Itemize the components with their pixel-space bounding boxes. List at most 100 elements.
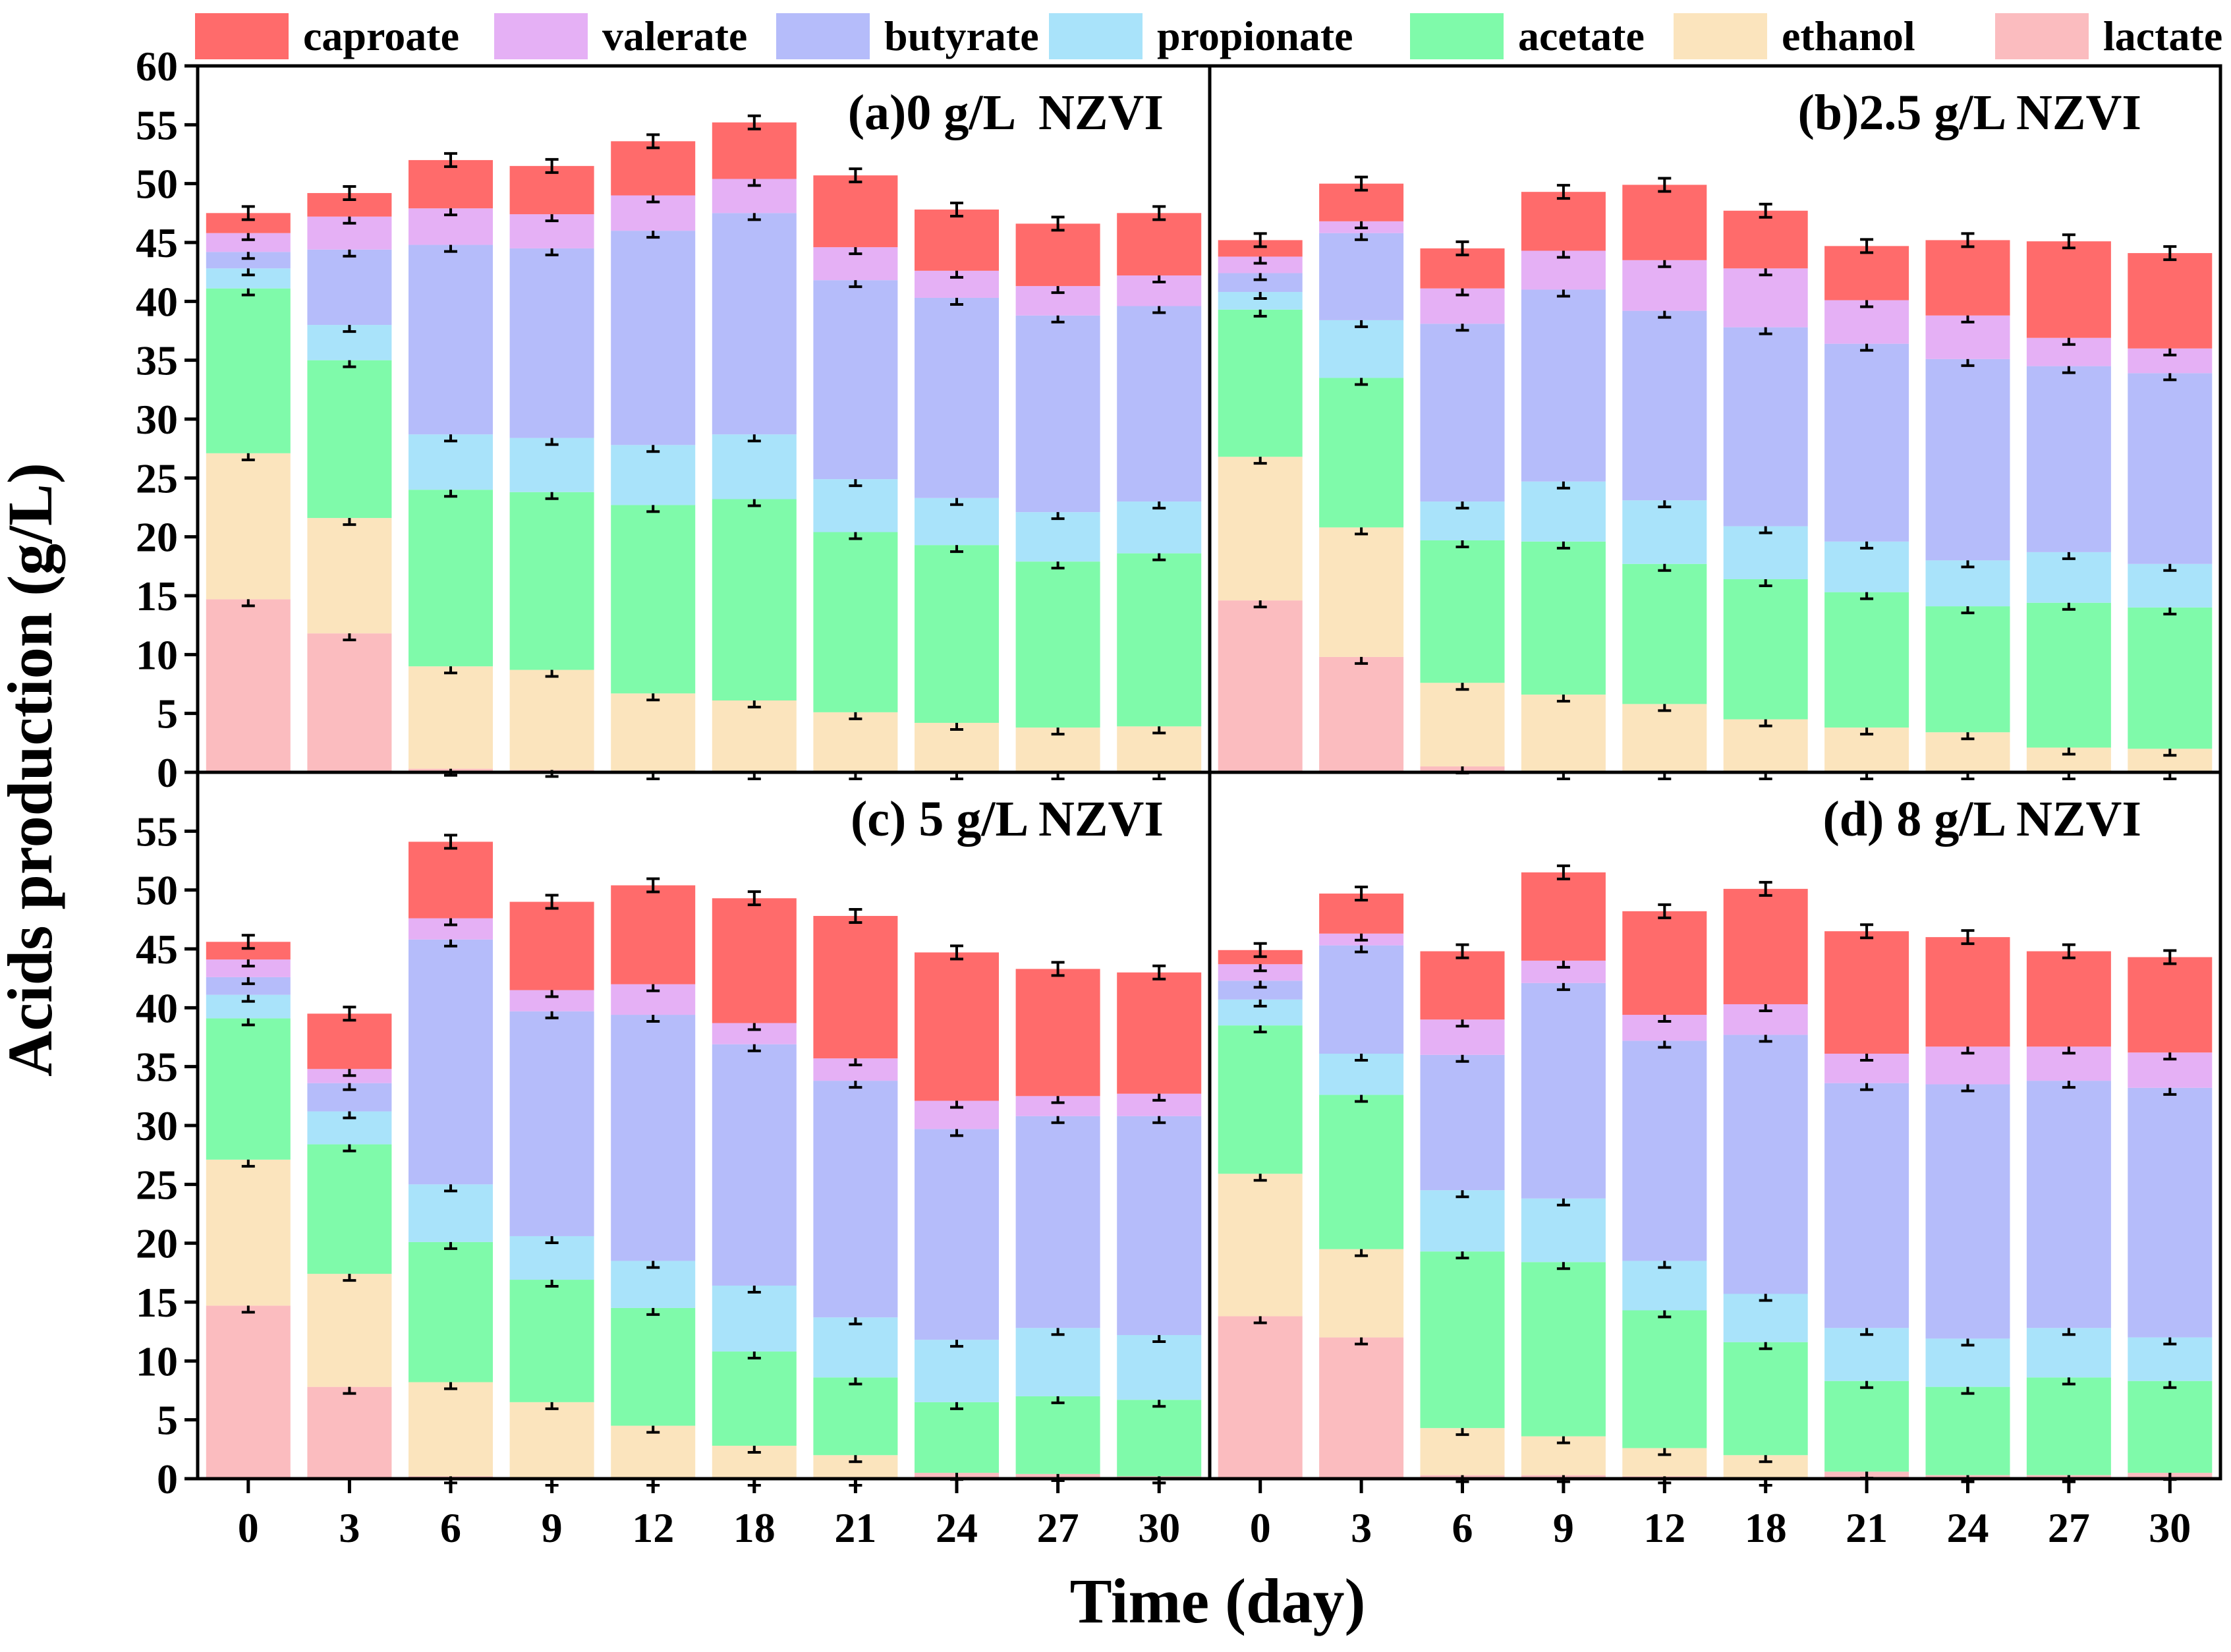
bar-segment-caproate-day-21 xyxy=(813,915,898,1059)
bar-segment-butyrate-day-18 xyxy=(1723,327,1808,527)
bar-segment-butyrate-day-30 xyxy=(1117,306,1202,502)
bar-segment-caproate-day-9 xyxy=(509,901,594,990)
bar-stack-day-0 xyxy=(1218,232,1303,772)
bar-segment-acetate-day-12 xyxy=(611,1307,696,1426)
y-tick-label: 20 xyxy=(136,514,178,561)
bar-segment-acetate-day-9 xyxy=(509,492,594,670)
bar-stack-day-30 xyxy=(2128,245,2213,780)
error-bar-caproate-day-30 xyxy=(2163,949,2177,965)
x-tick-label: 12 xyxy=(1643,1504,1685,1551)
bar-segment-butyrate-day-21 xyxy=(813,280,898,480)
y-tick-label: 0 xyxy=(157,1456,178,1502)
legend-label-propionate: propionate xyxy=(1157,13,1353,59)
bar-segment-ethanol-day-9 xyxy=(509,669,594,770)
bar-segment-acetate-day-12 xyxy=(611,505,696,694)
x-tick-label: 21 xyxy=(1846,1504,1888,1551)
panel-d: 0 3 6 9 12 18 21 24 27 30 (d) 8 g/L NZVI xyxy=(1218,791,2213,1551)
y-tick-label: 50 xyxy=(136,867,178,914)
bar-segment-acetate-day-6 xyxy=(409,490,493,667)
bar-segment-caproate-day-24 xyxy=(915,209,999,271)
bar-segment-butyrate-day-12 xyxy=(1622,1040,1707,1261)
y-tick-label: 20 xyxy=(136,1220,178,1267)
bar-segment-propionate-day-30 xyxy=(1117,1335,1202,1400)
bar-stack-day-21 xyxy=(1824,238,1909,780)
bar-segment-propionate-day-18 xyxy=(1723,1294,1808,1342)
bar-segment-caproate-day-6 xyxy=(409,841,493,919)
bar-stack-day-30 xyxy=(1117,205,1202,780)
panel-title-c: (c) 5 g/L NZVI xyxy=(851,791,1164,847)
legend-label-caproate: caproate xyxy=(303,13,459,59)
bar-segment-acetate-day-24 xyxy=(915,1402,999,1473)
bar-stack-day-24 xyxy=(1925,232,2010,780)
bar-segment-ethanol-day-6 xyxy=(409,666,493,769)
y-tick-label: 60 xyxy=(136,43,178,90)
bar-segment-propionate-day-27 xyxy=(1015,512,1100,562)
error-bar-caproate-day-24 xyxy=(950,201,963,217)
bar-segment-butyrate-day-9 xyxy=(509,1011,594,1236)
bar-segment-caproate-day-27 xyxy=(2026,241,2111,338)
error-bar-caproate-day-12 xyxy=(646,133,660,150)
error-bar-caproate-day-9 xyxy=(545,157,559,174)
bar-segment-butyrate-day-18 xyxy=(712,1044,797,1286)
bar-segment-acetate-day-3 xyxy=(1319,1095,1404,1249)
bar-segment-lactate-day-0 xyxy=(1218,600,1303,772)
x-tick-label: 0 xyxy=(1250,1504,1271,1551)
bar-segment-ethanol-day-0 xyxy=(1218,1174,1303,1317)
bar-segment-propionate-day-9 xyxy=(509,438,594,492)
bar-segment-acetate-day-18 xyxy=(1723,579,1808,720)
bar-segment-caproate-day-18 xyxy=(712,898,797,1023)
bar-segment-butyrate-day-24 xyxy=(915,297,999,498)
bar-stack-day-0 xyxy=(206,934,291,1479)
bar-segment-butyrate-day-27 xyxy=(2026,1081,2111,1328)
bar-segment-caproate-day-9 xyxy=(1521,192,1606,251)
panel-a: 0 5 10 15 20 25 30 35 40 45 50 55 60 (a)0 g/L NZVI xyxy=(136,43,1202,796)
bar-segment-ethanol-day-6 xyxy=(409,1382,493,1477)
x-tick-label: 27 xyxy=(1037,1504,1079,1551)
bar-segment-caproate-day-21 xyxy=(1824,246,1909,300)
bar-segment-acetate-day-9 xyxy=(509,1280,594,1402)
legend-item-acetate: acetate xyxy=(1410,13,1645,59)
bar-segment-butyrate-day-30 xyxy=(2128,1087,2213,1338)
panel-title-b: (b)2.5 g/L NZVI xyxy=(1797,85,2141,140)
bar-segment-butyrate-day-21 xyxy=(813,1081,898,1318)
bar-segment-acetate-day-12 xyxy=(1622,563,1707,704)
bar-segment-ethanol-day-24 xyxy=(915,722,999,772)
bar-segment-acetate-day-18 xyxy=(1723,1342,1808,1456)
error-bar-caproate-day-30 xyxy=(2163,245,2177,262)
bar-segment-acetate-day-30 xyxy=(1117,553,1202,727)
bar-segment-ethanol-day-0 xyxy=(206,1159,291,1306)
bar-segment-acetate-day-21 xyxy=(1824,592,1909,728)
bar-stack-day-9 xyxy=(509,894,594,1487)
error-bar-caproate-day-21 xyxy=(849,907,862,924)
error-bar-caproate-day-30 xyxy=(1152,205,1166,221)
x-axis-title: Time (day) xyxy=(1070,1566,1366,1636)
y-tick-label: 40 xyxy=(136,984,178,1031)
bar-segment-butyrate-day-18 xyxy=(1723,1035,1808,1294)
y-tick-label: 5 xyxy=(157,691,178,737)
bar-segment-acetate-day-24 xyxy=(1925,606,2010,733)
error-bar-caproate-day-3 xyxy=(1355,886,1369,902)
bar-segment-butyrate-day-6 xyxy=(409,939,493,1185)
bar-segment-acetate-day-3 xyxy=(307,360,392,519)
bar-stack-day-12 xyxy=(611,133,696,780)
bar-segment-lactate-day-3 xyxy=(1319,656,1404,772)
bar-segment-caproate-day-12 xyxy=(611,885,696,984)
bar-segment-butyrate-day-18 xyxy=(712,213,797,435)
legend: caproate valerate butyrate propionate acetat… xyxy=(195,13,2222,59)
error-bar-caproate-day-6 xyxy=(444,152,457,168)
x-tick-label: 30 xyxy=(2149,1504,2191,1551)
bar-stack-day-9 xyxy=(1521,864,1606,1483)
bar-segment-caproate-day-21 xyxy=(1824,931,1909,1054)
y-tick-label: 25 xyxy=(136,455,178,501)
y-tick-label: 10 xyxy=(136,631,178,678)
error-bar-caproate-day-24 xyxy=(1961,929,1975,946)
bar-segment-butyrate-day-30 xyxy=(2128,373,2213,564)
bar-stack-day-9 xyxy=(509,157,594,778)
legend-label-butyrate: butyrate xyxy=(884,13,1039,59)
bar-segment-lactate-day-3 xyxy=(307,633,392,772)
error-bar-caproate-day-0 xyxy=(1253,942,1267,958)
bar-segment-butyrate-day-3 xyxy=(1319,945,1404,1054)
bar-stack-day-6 xyxy=(409,152,493,777)
legend-swatch-caproate xyxy=(195,13,289,59)
bar-stack-day-27 xyxy=(1015,215,1100,780)
